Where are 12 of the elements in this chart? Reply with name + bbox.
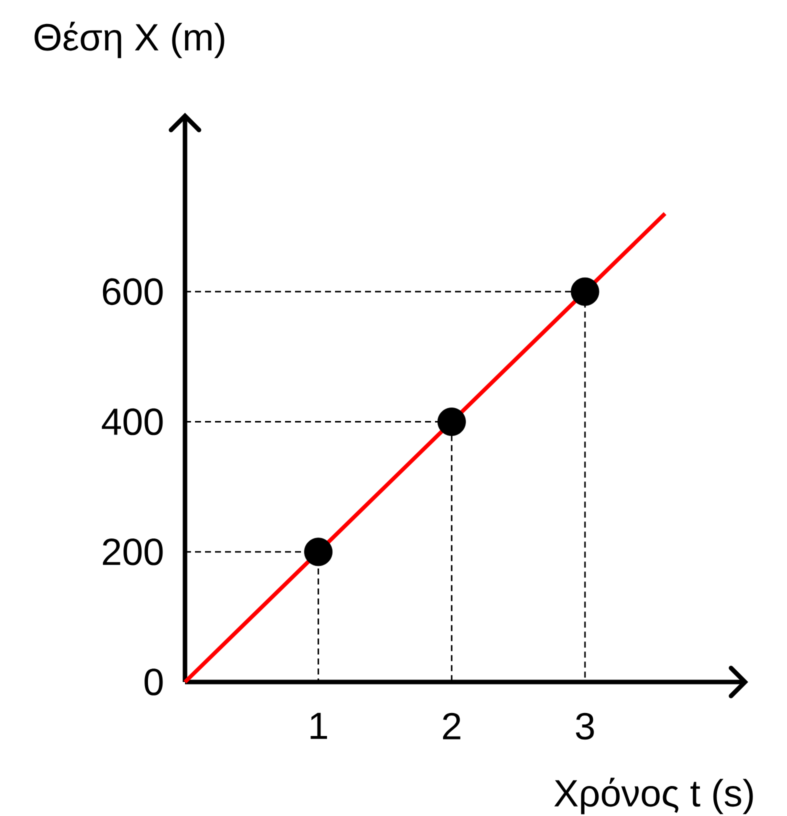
point	[437, 408, 466, 436]
x-axis-title: Χρόνος t (s)	[554, 778, 753, 814]
x-tick-label: 3	[576, 712, 594, 740]
y-tick-label: 400	[102, 408, 163, 436]
y-axis-title: Θέση X (m)	[34, 22, 224, 58]
y-tick-label: 600	[102, 278, 163, 306]
point	[304, 538, 333, 566]
point	[570, 277, 600, 306]
x-tick-label: 2	[443, 712, 460, 740]
y-tick-label: 0	[144, 668, 163, 696]
y-tick-label: 200	[102, 538, 163, 566]
x-tick-label: 1	[310, 712, 328, 739]
